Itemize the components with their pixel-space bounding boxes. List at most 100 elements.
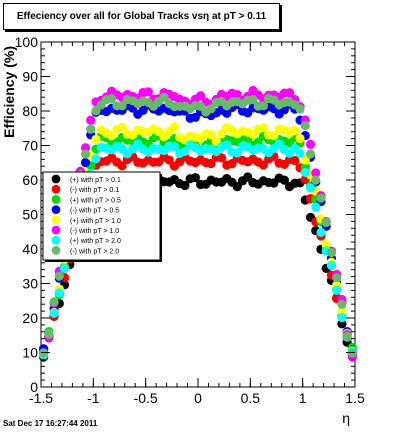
- data-point: [159, 92, 169, 102]
- legend-marker: [51, 174, 61, 184]
- data-point: [258, 101, 269, 111]
- data-point: [206, 130, 216, 140]
- y-tick-label: 90: [22, 69, 38, 85]
- legend-marker: [51, 205, 61, 215]
- y-axis-label: Efficiency (%): [1, 46, 17, 138]
- data-point: [295, 133, 305, 144]
- legend-label: (+) with pT > 0.5: [70, 197, 121, 204]
- data-point: [54, 271, 64, 281]
- legend-marker: [51, 195, 61, 204]
- y-tick-label: 0: [30, 379, 38, 395]
- data-point: [59, 263, 70, 273]
- legend-marker: [51, 225, 61, 235]
- data-point: [80, 157, 91, 168]
- data-point: [54, 288, 64, 298]
- legend-marker: [51, 235, 61, 245]
- data-point: [342, 331, 352, 341]
- data-point: [316, 193, 326, 203]
- data-point: [290, 125, 300, 136]
- data-point: [206, 104, 216, 114]
- legend-marker: [51, 184, 61, 194]
- data-point: [332, 285, 342, 295]
- y-tick-label: 50: [22, 207, 38, 223]
- data-point: [337, 299, 347, 309]
- data-point: [91, 134, 101, 144]
- data-point: [321, 217, 331, 228]
- x-tick-label: -0.5: [134, 390, 158, 406]
- data-point: [91, 154, 101, 164]
- data-point: [180, 180, 190, 191]
- legend-label: (+) with pT > 2.0: [70, 238, 121, 245]
- data-point: [305, 149, 316, 159]
- data-point: [311, 168, 321, 178]
- data-point: [311, 202, 321, 212]
- data-point: [143, 87, 153, 97]
- x-tick-label: 0: [194, 390, 202, 406]
- data-point: [180, 146, 190, 157]
- data-point: [117, 122, 127, 132]
- data-point: [332, 273, 342, 283]
- data-point: [169, 142, 180, 152]
- data-point: [279, 175, 289, 185]
- y-tick-label: 20: [22, 310, 38, 326]
- x-tick-label: 1.5: [345, 390, 365, 406]
- data-point: [86, 115, 96, 125]
- data-point: [326, 248, 337, 258]
- data-point: [300, 155, 310, 165]
- y-tick-label: 80: [22, 103, 38, 119]
- data-point: [284, 88, 295, 98]
- data-point: [248, 94, 258, 105]
- x-tick-label: -1: [87, 390, 100, 406]
- legend-label: (-) with pT > 0.5: [70, 208, 119, 215]
- timestamp-footer: Sat Dec 17 16:27:44 2011: [3, 419, 98, 428]
- data-point: [305, 183, 316, 193]
- legend-marker: [51, 246, 61, 255]
- x-axis-label: η: [342, 410, 350, 426]
- data-point: [80, 149, 91, 159]
- data-point: [311, 175, 321, 185]
- data-point: [269, 130, 279, 141]
- y-tick-label: 60: [22, 172, 38, 188]
- data-point: [190, 173, 200, 183]
- data-point: [295, 104, 305, 114]
- legend-label: (+) with pT > 0.1: [70, 177, 121, 184]
- legend-marker: [51, 215, 61, 225]
- chart-title: Effeciency over all for Global Tracks vs…: [3, 3, 280, 30]
- y-tick-label: 40: [22, 241, 38, 257]
- x-tick-label: 0.5: [241, 390, 261, 406]
- data-point: [258, 160, 269, 170]
- data-point: [326, 260, 337, 270]
- data-point: [300, 120, 310, 131]
- data-point: [107, 93, 117, 104]
- data-point: [80, 143, 91, 153]
- data-point: [107, 131, 117, 141]
- data-point: [216, 129, 227, 139]
- y-tick-label: 10: [22, 345, 38, 361]
- legend-label: (-) with pT > 1.0: [70, 228, 119, 235]
- data-point: [49, 297, 59, 307]
- x-tick-label: -1.5: [29, 390, 53, 406]
- data-point: [222, 140, 232, 150]
- data-point: [316, 227, 326, 238]
- legend-box: [42, 171, 161, 261]
- data-point: [44, 329, 54, 339]
- data-point: [290, 155, 300, 166]
- legend-label: (-) with pT > 2.0: [70, 248, 119, 255]
- y-tick-label: 30: [22, 276, 38, 292]
- data-point: [337, 313, 347, 323]
- data-point: [49, 308, 59, 318]
- legend-label: (+) with pT > 1.0: [70, 218, 121, 225]
- data-point: [117, 101, 127, 111]
- data-point: [164, 155, 174, 165]
- data-point: [347, 348, 357, 358]
- y-tick-label: 100: [15, 34, 39, 50]
- data-point: [206, 158, 216, 169]
- legend-label: (-) with pT > 0.1: [70, 187, 119, 194]
- data-point: [295, 148, 305, 159]
- data-point: [169, 122, 180, 132]
- data-point: [321, 239, 331, 250]
- y-tick-label: 70: [22, 138, 38, 154]
- data-point: [196, 91, 206, 101]
- data-point: [258, 123, 269, 133]
